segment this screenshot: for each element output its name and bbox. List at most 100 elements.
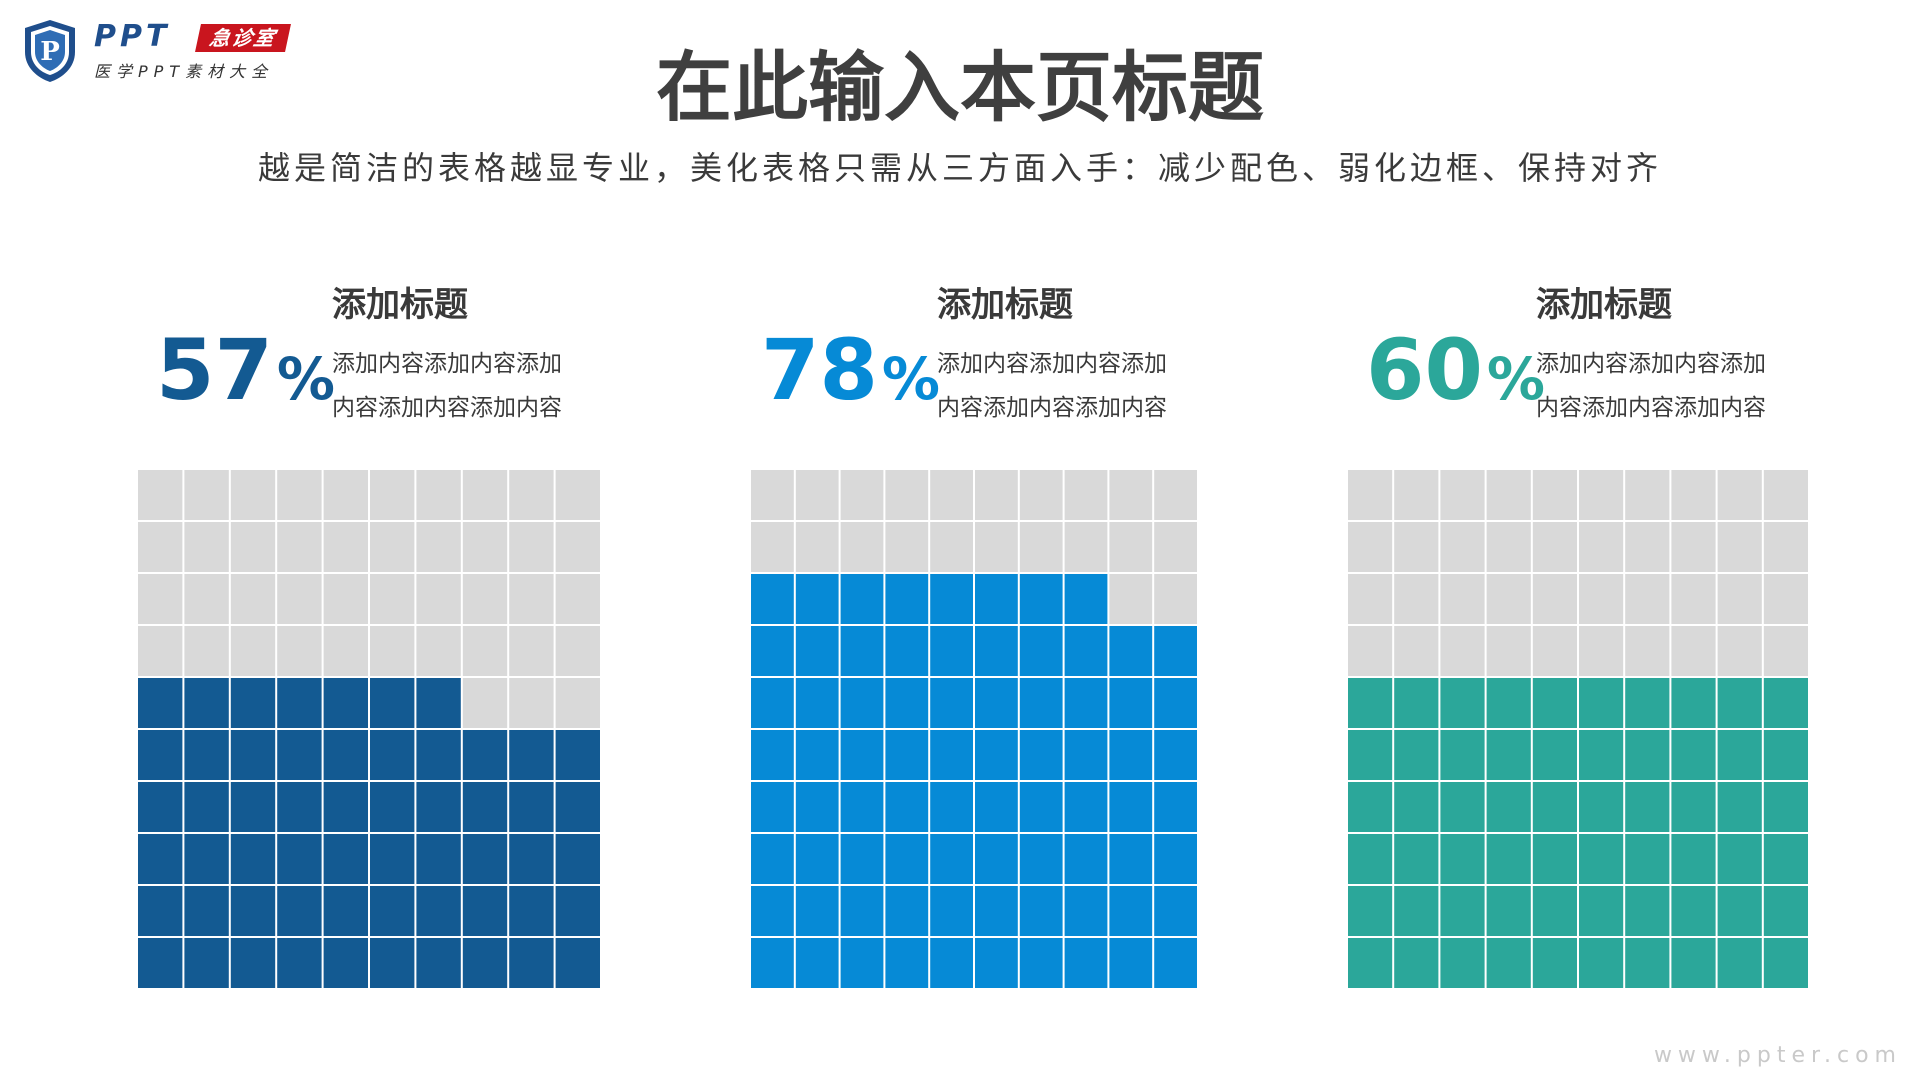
waffle-cell-filled [1717, 782, 1762, 832]
waffle-cell-empty [462, 522, 508, 572]
waffle-cell-filled [416, 834, 461, 884]
waffle-cell-filled [930, 678, 973, 728]
waffle-cell-empty [416, 522, 461, 572]
waffle-cell-filled [555, 730, 600, 780]
waffle-cell-empty [1348, 574, 1393, 624]
waffle-cell-empty [1763, 574, 1808, 624]
waffle-cell-empty [1625, 574, 1670, 624]
waffle-cell-empty [184, 626, 229, 676]
waffle-cell-filled [795, 782, 839, 832]
waffle-cell-empty [1440, 574, 1485, 624]
waffle-cell-empty [1717, 626, 1762, 676]
waffle-cell-empty [1348, 470, 1393, 520]
waffle-cell-empty [416, 626, 461, 676]
waffle-cell-empty [1625, 522, 1670, 572]
waffle-cell-empty [509, 626, 554, 676]
waffle-cell-filled [885, 886, 929, 936]
waffle-cell-empty [555, 574, 600, 624]
waffle-cell-filled [751, 730, 794, 780]
waffle-cell-filled [1486, 886, 1531, 936]
waffle-cell-filled [1763, 678, 1808, 728]
stat-title: 添加标题 [332, 285, 468, 325]
waffle-cell-filled [1064, 678, 1108, 728]
waffle-cell-filled [1019, 678, 1063, 728]
waffle-cell-filled [323, 730, 368, 780]
stat-unit: % [1486, 345, 1546, 413]
waffle-cell-empty [975, 470, 1018, 520]
waffle-cell-filled [1394, 678, 1439, 728]
waffle-cell-empty [1154, 470, 1197, 520]
waffle-cell-empty [885, 470, 929, 520]
waffle-cell-empty [930, 522, 973, 572]
waffle-cell-filled [1109, 886, 1153, 936]
waffle-cell-filled [1532, 938, 1577, 988]
waffle-cell-empty [751, 470, 794, 520]
waffle-cell-empty [1671, 470, 1716, 520]
stat-value: 57 [156, 321, 273, 419]
waffle-cell-filled [1671, 834, 1716, 884]
waffle-cell-empty [1109, 522, 1153, 572]
waffle-cell-filled [1763, 834, 1808, 884]
waffle-cell-filled [555, 938, 600, 988]
stat-value: 60 [1366, 321, 1483, 419]
waffle-cell-filled [230, 834, 276, 884]
waffle-cell-filled [795, 834, 839, 884]
waffle-cell-filled [975, 730, 1018, 780]
waffle-cell-filled [184, 886, 229, 936]
waffle-cell-filled [230, 678, 276, 728]
stat-unit: % [881, 345, 941, 413]
waffle-cell-filled [1348, 782, 1393, 832]
waffle-cell-filled [1440, 938, 1485, 988]
waffle-chart-3 [1348, 470, 1808, 988]
waffle-cell-filled [370, 834, 415, 884]
waffle-cell-empty [1348, 522, 1393, 572]
waffle-cell-filled [1440, 782, 1485, 832]
waffle-cell-empty [509, 678, 554, 728]
waffle-cell-filled [930, 730, 973, 780]
waffle-cell-empty [138, 626, 183, 676]
waffle-cell-filled [1671, 782, 1716, 832]
waffle-cell-filled [1625, 886, 1670, 936]
waffle-cell-filled [1671, 886, 1716, 936]
waffle-cell-filled [930, 782, 973, 832]
stat-value: 78 [761, 321, 878, 419]
waffle-cell-filled [1019, 886, 1063, 936]
waffle-cell-filled [1625, 730, 1670, 780]
waffle-chart-1 [138, 470, 600, 988]
waffle-cell-filled [975, 782, 1018, 832]
waffle-cell-empty [1154, 522, 1197, 572]
waffle-cell-filled [277, 938, 322, 988]
waffle-cell-filled [555, 834, 600, 884]
waffle-cell-filled [975, 938, 1018, 988]
waffle-cell-filled [323, 886, 368, 936]
waffle-cell-filled [975, 678, 1018, 728]
waffle-cell-filled [1109, 678, 1153, 728]
waffle-cell-filled [840, 626, 884, 676]
waffle-cell-filled [1394, 834, 1439, 884]
waffle-cell-filled [555, 782, 600, 832]
waffle-cell-filled [230, 782, 276, 832]
waffle-cell-filled [1064, 782, 1108, 832]
waffle-cell-empty [323, 522, 368, 572]
watermark: www.ppter.com [1653, 1043, 1902, 1068]
waffle-cell-filled [1109, 782, 1153, 832]
waffle-cell-filled [1019, 834, 1063, 884]
waffle-cell-filled [1064, 730, 1108, 780]
waffle-cell-filled [1154, 678, 1197, 728]
waffle-cell-empty [1579, 522, 1624, 572]
waffle-cell-filled [1109, 626, 1153, 676]
waffle-cell-empty [370, 470, 415, 520]
waffle-cell-filled [885, 626, 929, 676]
waffle-cell-empty [1019, 522, 1063, 572]
waffle-cell-filled [370, 938, 415, 988]
stat-title: 添加标题 [1536, 285, 1672, 325]
waffle-cell-empty [975, 522, 1018, 572]
waffle-cell-filled [930, 626, 973, 676]
stat-description-line-2: 内容添加内容添加内容 [1536, 395, 1766, 421]
waffle-cell-empty [1440, 522, 1485, 572]
waffle-cell-empty [1440, 470, 1485, 520]
waffle-cell-filled [1394, 938, 1439, 988]
waffle-cell-filled [1109, 730, 1153, 780]
waffle-cell-empty [1486, 574, 1531, 624]
waffle-cell-filled [1763, 886, 1808, 936]
